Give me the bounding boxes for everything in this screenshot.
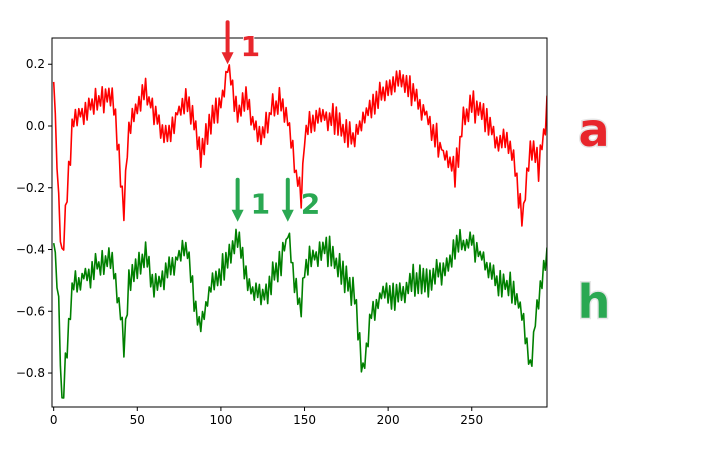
x-tick-label: 0 xyxy=(50,413,58,427)
series-side-label: h xyxy=(578,275,611,329)
x-axis: 0 50 100 150 200 250 xyxy=(50,407,483,427)
annotation-arrow-head xyxy=(221,52,234,65)
series-layer xyxy=(52,64,547,399)
x-tick-label: 100 xyxy=(209,413,232,427)
annotation-layer: 11 2 xyxy=(221,20,321,222)
y-tick-label: 0.0 xyxy=(26,119,45,133)
series-line-h xyxy=(52,228,547,399)
annotation-arrow-head xyxy=(231,209,244,222)
annotation-label: 1 xyxy=(251,188,270,221)
plot-area-frame xyxy=(51,37,548,408)
series-line-a xyxy=(52,64,547,251)
x-tick-label: 250 xyxy=(460,413,483,427)
annotation-label: 2 xyxy=(301,188,320,221)
series-side-labels: ah xyxy=(576,102,612,331)
annotation-arrow-head xyxy=(281,209,294,222)
y-tick-label: −0.2 xyxy=(16,181,45,195)
series-side-label: a xyxy=(578,103,609,157)
x-tick-label: 150 xyxy=(293,413,316,427)
y-tick-label: −0.4 xyxy=(16,243,45,257)
y-tick-label: −0.6 xyxy=(16,304,45,318)
y-tick-label: 0.2 xyxy=(26,57,45,71)
x-tick-label: 50 xyxy=(130,413,145,427)
y-tick-label: −0.8 xyxy=(16,366,45,380)
annotation-label: 1 xyxy=(241,30,260,63)
y-axis: 0.2 0.0 −0.2 −0.4 −0.6 −0.8 xyxy=(16,57,52,380)
x-tick-label: 200 xyxy=(377,413,400,427)
